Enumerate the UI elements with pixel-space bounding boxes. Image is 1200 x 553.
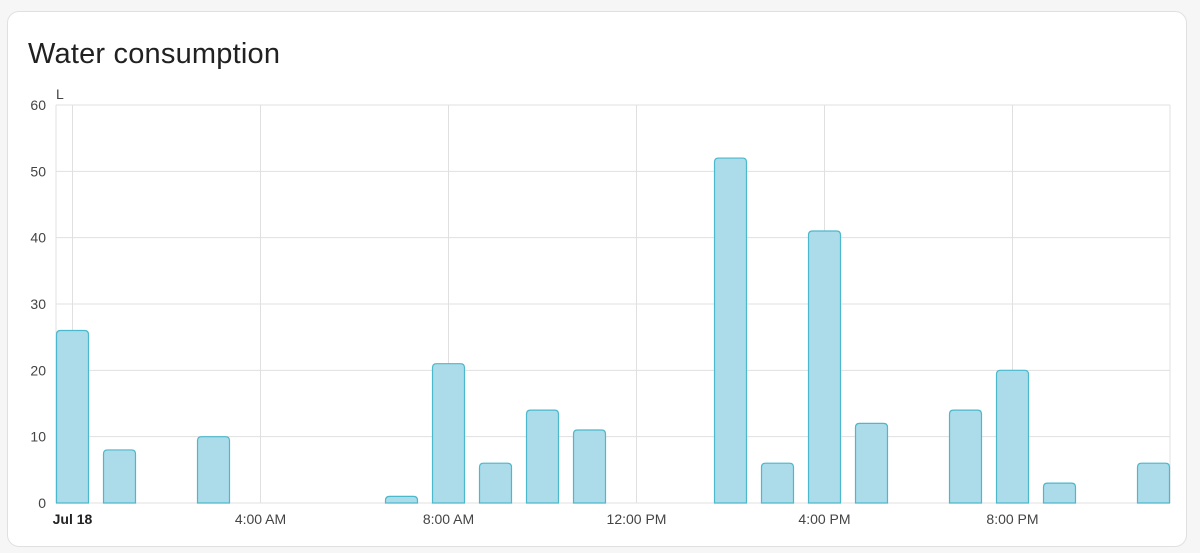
- x-tick-label: 8:00 PM: [986, 511, 1038, 527]
- axis-labels: 0 10 20 30 40 50 60 Jul 18 4:00 AM 8:00 AM 12:00 P…: [30, 86, 1038, 527]
- x-tick-label: 4:00 AM: [235, 511, 286, 527]
- bar-1100[interactable]: [572, 429, 607, 504]
- bar-1400[interactable]: [713, 157, 748, 504]
- y-tick-label: 0: [38, 495, 46, 511]
- y-axis-unit-label: L: [56, 86, 64, 102]
- bar-1000[interactable]: [525, 409, 560, 504]
- bar-1700[interactable]: [854, 422, 889, 504]
- y-tick-label: 30: [30, 296, 46, 312]
- bar-2000[interactable]: [995, 369, 1030, 504]
- y-tick-label: 60: [30, 97, 46, 113]
- bar-0100[interactable]: [102, 449, 137, 504]
- bar-0000[interactable]: [55, 329, 90, 504]
- bar-1600[interactable]: [807, 230, 842, 504]
- y-tick-label: 40: [30, 230, 46, 246]
- card-title: Water consumption: [28, 38, 281, 70]
- x-tick-label: Jul 18: [53, 511, 93, 527]
- bar-2300[interactable]: [1136, 462, 1171, 504]
- grid-lines: [55, 104, 1171, 504]
- bar-0800[interactable]: [431, 363, 466, 504]
- bar-0900[interactable]: [478, 462, 513, 504]
- y-tick-label: 20: [30, 362, 46, 378]
- bar-2100[interactable]: [1042, 482, 1077, 504]
- bar-0700[interactable]: [384, 495, 419, 504]
- bar-1900[interactable]: [948, 409, 983, 504]
- bar-1500[interactable]: [760, 462, 795, 504]
- x-tick-label: 4:00 PM: [798, 511, 850, 527]
- x-tick-label: 8:00 AM: [423, 511, 474, 527]
- x-tick-label: 12:00 PM: [607, 511, 667, 527]
- y-tick-label: 50: [30, 163, 46, 179]
- bar-0300[interactable]: [196, 436, 231, 504]
- bars: [55, 157, 1171, 504]
- y-tick-label: 10: [30, 429, 46, 445]
